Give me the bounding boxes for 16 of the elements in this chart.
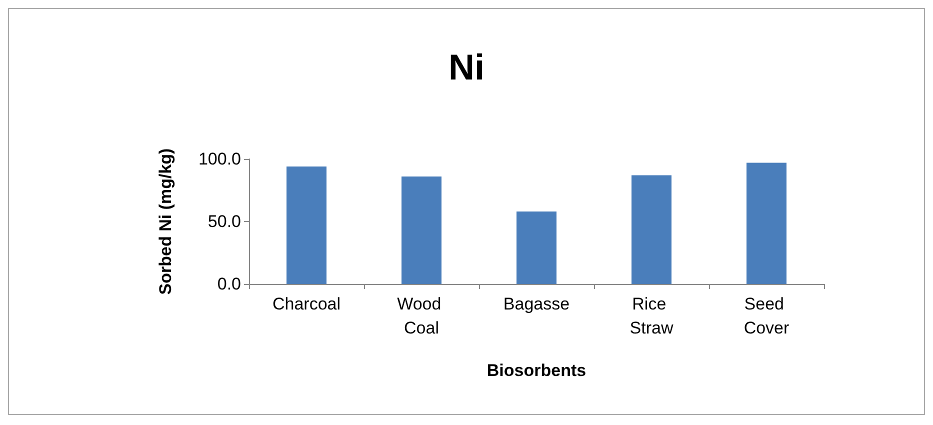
- x-tick-label: Charcoal: [272, 294, 341, 314]
- y-tick-label: 100.0: [198, 150, 241, 168]
- bar: [286, 166, 326, 284]
- x-tick-label: Seed Cover: [744, 294, 790, 338]
- bar: [632, 175, 672, 284]
- bar: [402, 176, 442, 284]
- y-axis-title: Sorbed Ni (mg/kg): [156, 148, 175, 295]
- chart-title: Ni: [448, 46, 484, 88]
- x-tick-label: Wood Coal: [397, 294, 446, 338]
- bar: [746, 162, 786, 284]
- x-tick-label: Rice Straw: [630, 294, 674, 338]
- y-tick-label: 50.0: [208, 212, 241, 231]
- bar: [516, 212, 556, 284]
- x-axis-title: Biosorbents: [486, 361, 586, 380]
- y-tick-label: 0.0: [217, 274, 241, 294]
- x-tick-label: Bagasse: [503, 294, 570, 314]
